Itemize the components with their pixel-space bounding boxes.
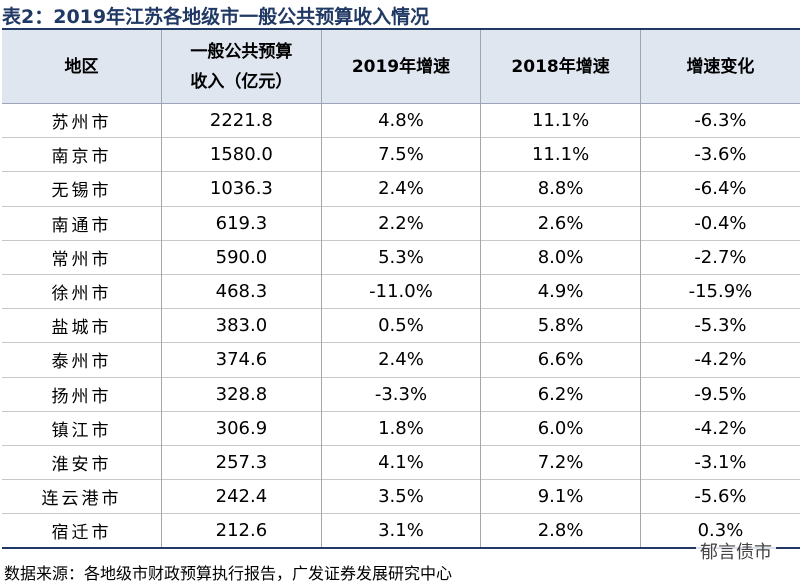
table-cell: 常州市	[2, 239, 162, 275]
table-cell: 淮安市	[2, 444, 162, 480]
table: 地区 一般公共预算 收入（亿元） 2019年增速 2018年增速 增速变化 苏州市 2221.…	[2, 28, 800, 550]
table-cell: 7.5%	[320, 137, 481, 172]
header-row: 地区 一般公共预算 收入（亿元） 2019年增速 2018年增速 增速变化	[2, 29, 800, 104]
table-body: 苏州市 2221.8 4.8% 11.1% -6.3% 南京市 1580.0 7.5% 11.1…	[2, 102, 800, 549]
table-cell: 无锡市	[2, 171, 162, 207]
table-cell: -5.6%	[639, 479, 800, 514]
table-cell: 2.6%	[480, 205, 641, 241]
table-row: 无锡市 1036.3 2.4% 8.8% -6.4%	[2, 171, 800, 207]
table-row: 徐州市 468.3 -11.0% 4.9% -15.9%	[2, 273, 800, 309]
table-cell: 3.1%	[320, 513, 481, 549]
table-cell: 9.1%	[480, 479, 641, 514]
table-row: 南京市 1580.0 7.5% 11.1% -3.6%	[2, 137, 800, 172]
table-cell: 212.6	[161, 513, 322, 549]
table-cell: -11.0%	[320, 273, 481, 309]
title: 表2：2019年江苏各地级市一般公共预算收入情况	[2, 6, 430, 28]
table-cell: 468.3	[161, 273, 322, 309]
table-cell: 328.8	[161, 376, 322, 412]
watermark: 郁言债市	[696, 538, 776, 564]
table-cell: 苏州市	[2, 102, 162, 138]
table-cell: 374.6	[161, 342, 322, 377]
table-cell: 4.1%	[320, 444, 481, 480]
table-cell: 徐州市	[2, 273, 162, 309]
table-cell: 0.5%	[320, 308, 481, 343]
table-cell: 2.4%	[320, 171, 481, 207]
table-cell: 2.4%	[320, 342, 481, 377]
table-cell: 泰州市	[2, 342, 162, 377]
table-cell: 2221.8	[161, 102, 322, 138]
table-cell: 南通市	[2, 205, 162, 241]
table-cell: -3.3%	[320, 376, 481, 412]
table-cell: 4.9%	[480, 273, 641, 309]
source-note: 数据来源：各地级市财政预算执行报告，广发证券发展研究中心	[4, 564, 453, 583]
header-cell: 2018年增速	[480, 29, 641, 104]
table-cell: 南京市	[2, 137, 162, 172]
table-cell: 1.8%	[320, 410, 481, 446]
table-cell: 4.8%	[320, 102, 481, 138]
table-cell: -15.9%	[639, 273, 800, 309]
table-cell: 5.3%	[320, 239, 481, 275]
table-row: 淮安市 257.3 4.1% 7.2% -3.1%	[2, 444, 800, 480]
header-cell: 2019年增速	[320, 29, 481, 104]
table-cell: 8.0%	[480, 239, 641, 275]
header-cell: 增速变化	[639, 29, 800, 104]
table-row: 镇江市 306.9 1.8% 6.0% -4.2%	[2, 410, 800, 446]
table-cell: -3.6%	[639, 137, 800, 172]
table-cell: 11.1%	[480, 137, 641, 172]
table-row: 常州市 590.0 5.3% 8.0% -2.7%	[2, 239, 800, 275]
table-cell: 镇江市	[2, 410, 162, 446]
table-row: 泰州市 374.6 2.4% 6.6% -4.2%	[2, 342, 800, 377]
table-row: 苏州市 2221.8 4.8% 11.1% -6.3%	[2, 102, 800, 138]
table-cell: 宿迁市	[2, 513, 162, 549]
table-cell: -4.2%	[639, 342, 800, 377]
table-cell: 6.0%	[480, 410, 641, 446]
table-cell: 1036.3	[161, 171, 322, 207]
table-cell: 2.2%	[320, 205, 481, 241]
table-cell: 7.2%	[480, 444, 641, 480]
table-cell: -4.2%	[639, 410, 800, 446]
table-cell: 619.3	[161, 205, 322, 241]
table-row: 宿迁市 212.6 3.1% 2.8% 0.3%	[2, 513, 800, 549]
table-cell: 3.5%	[320, 479, 481, 514]
table-cell: 383.0	[161, 308, 322, 343]
table-row: 南通市 619.3 2.2% 2.6% -0.4%	[2, 205, 800, 241]
table-row: 连云港市 242.4 3.5% 9.1% -5.6%	[2, 479, 800, 514]
table-cell: -0.4%	[639, 205, 800, 241]
table-cell: -6.4%	[639, 171, 800, 207]
table-cell: 242.4	[161, 479, 322, 514]
table-cell: -5.3%	[639, 308, 800, 343]
table-cell: 1580.0	[161, 137, 322, 172]
table-cell: 11.1%	[480, 102, 641, 138]
table-cell: -2.7%	[639, 239, 800, 275]
table-cell: 连云港市	[2, 479, 162, 514]
header-cell: 一般公共预算 收入（亿元）	[161, 29, 322, 104]
table-cell: 扬州市	[2, 376, 162, 412]
table-row: 扬州市 328.8 -3.3% 6.2% -9.5%	[2, 376, 800, 412]
table-cell: 2.8%	[480, 513, 641, 549]
table-row: 盐城市 383.0 0.5% 5.8% -5.3%	[2, 308, 800, 343]
table-cell: 盐城市	[2, 308, 162, 343]
header-line: 一般公共预算	[190, 41, 293, 62]
table-cell: 590.0	[161, 239, 322, 275]
table-cell: -3.1%	[639, 444, 800, 480]
header-cell: 地区	[2, 29, 162, 104]
table-cell: 257.3	[161, 444, 322, 480]
table-cell: -9.5%	[639, 376, 800, 412]
table-cell: 6.2%	[480, 376, 641, 412]
table-cell: 5.8%	[480, 308, 641, 343]
table-cell: -6.3%	[639, 102, 800, 138]
table-cell: 306.9	[161, 410, 322, 446]
header-line: 收入（亿元）	[190, 71, 293, 92]
table-cell: 6.6%	[480, 342, 641, 377]
table-cell: 8.8%	[480, 171, 641, 207]
